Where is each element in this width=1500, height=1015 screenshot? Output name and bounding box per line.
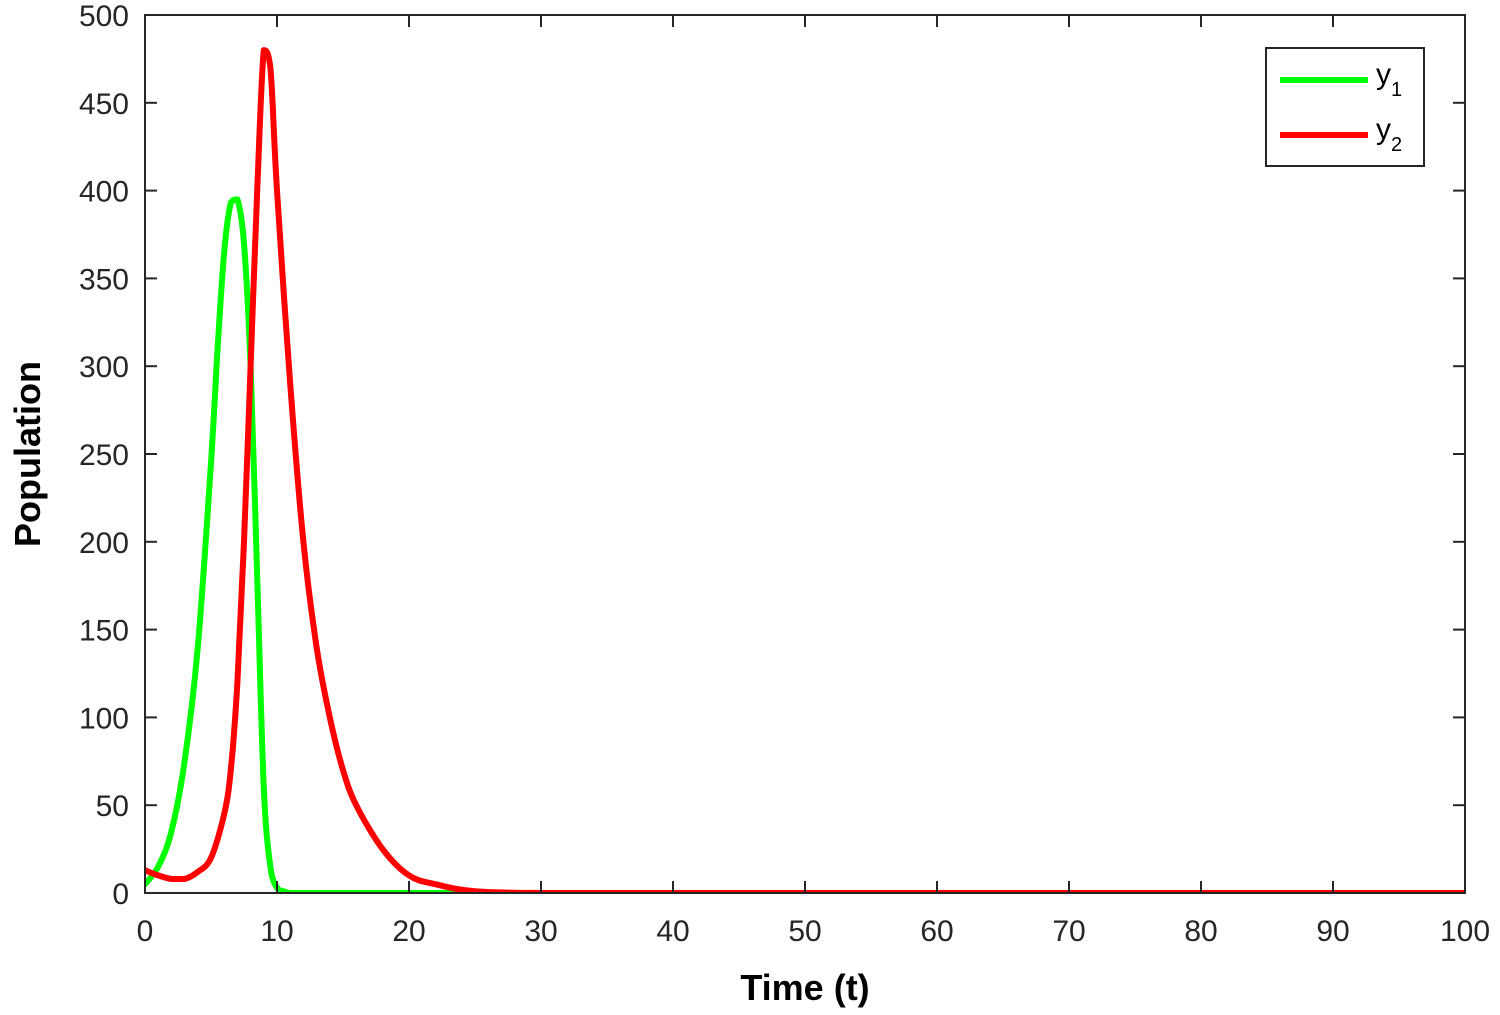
- x-tick-label: 30: [524, 915, 557, 948]
- y-tick-label: 100: [79, 702, 129, 735]
- x-tick-label: 60: [920, 915, 953, 948]
- x-tick-label: 100: [1440, 915, 1490, 948]
- y-tick-label: 150: [79, 615, 129, 648]
- x-tick-label: 0: [137, 915, 154, 948]
- y-tick-label: 200: [79, 527, 129, 560]
- y-tick-label: 400: [79, 176, 129, 209]
- x-tick-label: 70: [1052, 915, 1085, 948]
- tick-layer: 0 10 20 30 40 50 60 70 80 90 100 0 50 100 150 200 250 300…: [79, 0, 1490, 948]
- x-tick-label: 20: [392, 915, 425, 948]
- y-tick-label: 500: [79, 0, 129, 33]
- series-line-2: [145, 47, 1465, 893]
- x-tick-label: 40: [656, 915, 689, 948]
- legend-label-subscript-2: 2: [1391, 134, 1402, 156]
- x-tick-label: 90: [1316, 915, 1349, 948]
- y-tick-label: 350: [79, 263, 129, 296]
- series-line-1: [145, 196, 1465, 893]
- y-tick-label: 250: [79, 439, 129, 472]
- y-tick-label: 0: [112, 878, 129, 911]
- x-tick-label: 50: [788, 915, 821, 948]
- series-layer: [145, 47, 1465, 893]
- legend-label-subscript-1: 1: [1391, 79, 1402, 101]
- y-tick-label: 50: [96, 790, 129, 823]
- x-tick-label: 10: [260, 915, 293, 948]
- y-axis-title: Population: [7, 361, 48, 547]
- x-tick-label: 80: [1184, 915, 1217, 948]
- legend-box: [1265, 47, 1425, 167]
- x-axis-title: Time (t): [740, 967, 869, 1008]
- y-tick-label: 450: [79, 88, 129, 121]
- y-tick-label: 300: [79, 351, 129, 384]
